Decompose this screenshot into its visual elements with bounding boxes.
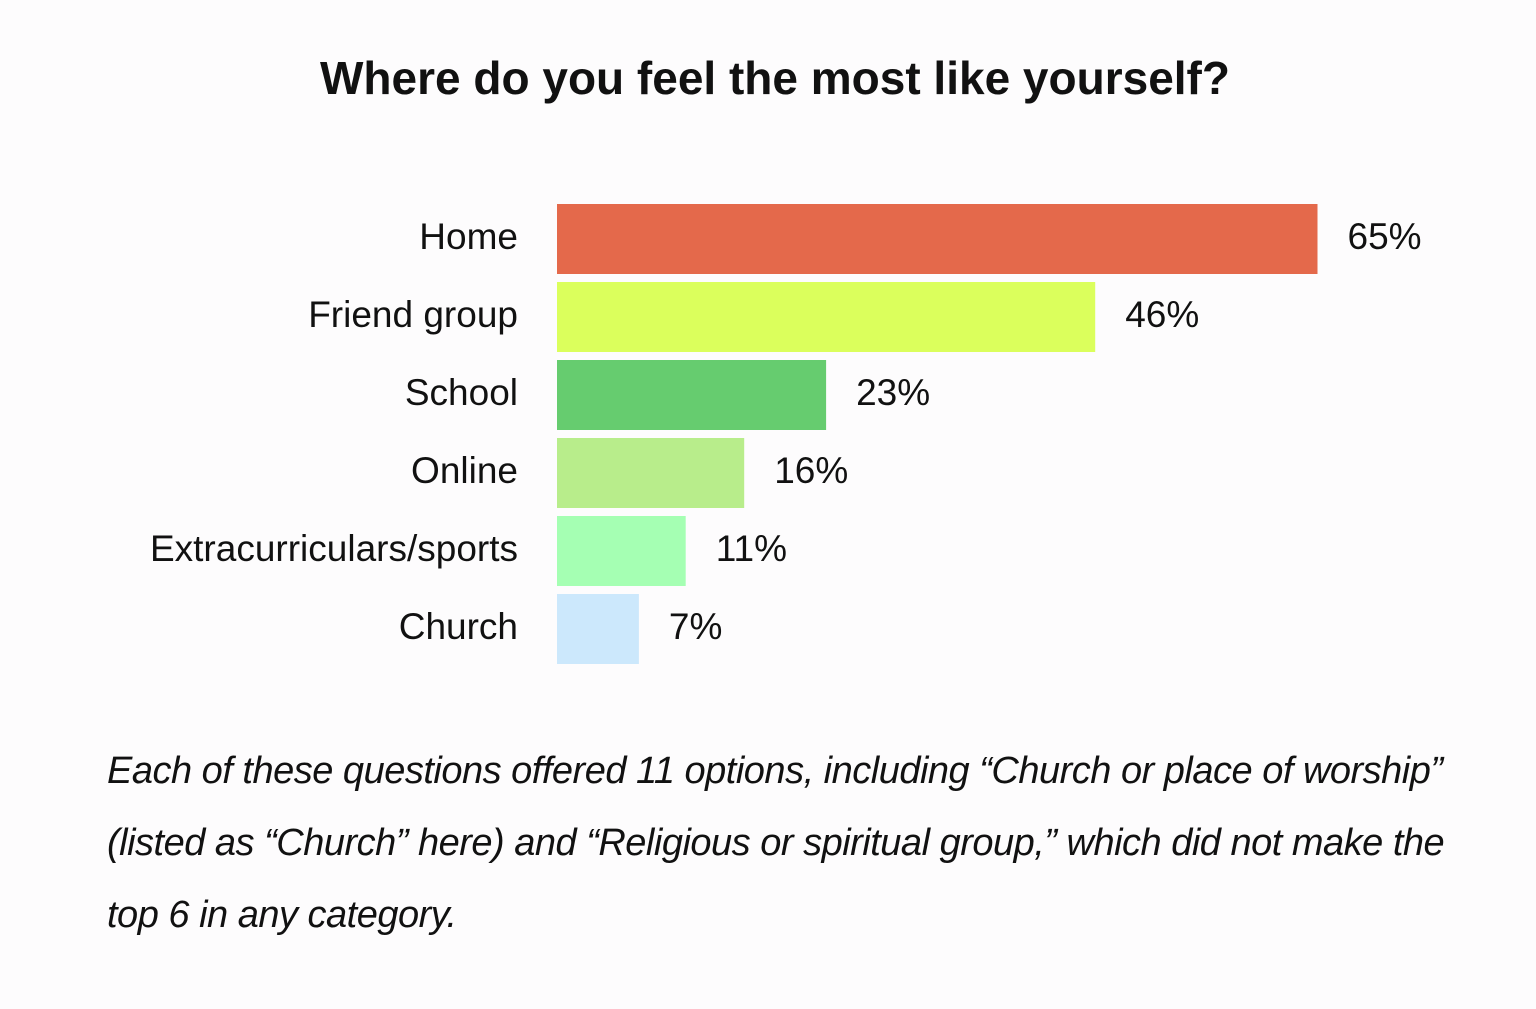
category-label: Home xyxy=(419,216,518,257)
bar xyxy=(557,594,639,664)
value-label: 11% xyxy=(716,528,787,569)
footnote: Each of these questions offered 11 optio… xyxy=(107,750,1445,936)
value-label: 7% xyxy=(669,606,722,647)
chart: Where do you feel the most like yourself… xyxy=(150,52,1422,664)
bar xyxy=(557,516,686,586)
bar xyxy=(557,360,827,430)
value-label: 16% xyxy=(774,450,848,491)
category-label: Online xyxy=(411,450,518,491)
category-label: Extracurriculars/sports xyxy=(150,528,518,569)
bar xyxy=(557,282,1096,352)
value-label: 65% xyxy=(1348,216,1422,257)
category-label: Friend group xyxy=(308,294,518,335)
bar xyxy=(557,438,745,508)
bar xyxy=(557,204,1318,274)
value-label: 46% xyxy=(1125,294,1199,335)
category-label: Church xyxy=(399,606,518,647)
value-label: 23% xyxy=(856,372,930,413)
category-label: School xyxy=(405,372,518,413)
chart-title: Where do you feel the most like yourself… xyxy=(320,52,1230,104)
